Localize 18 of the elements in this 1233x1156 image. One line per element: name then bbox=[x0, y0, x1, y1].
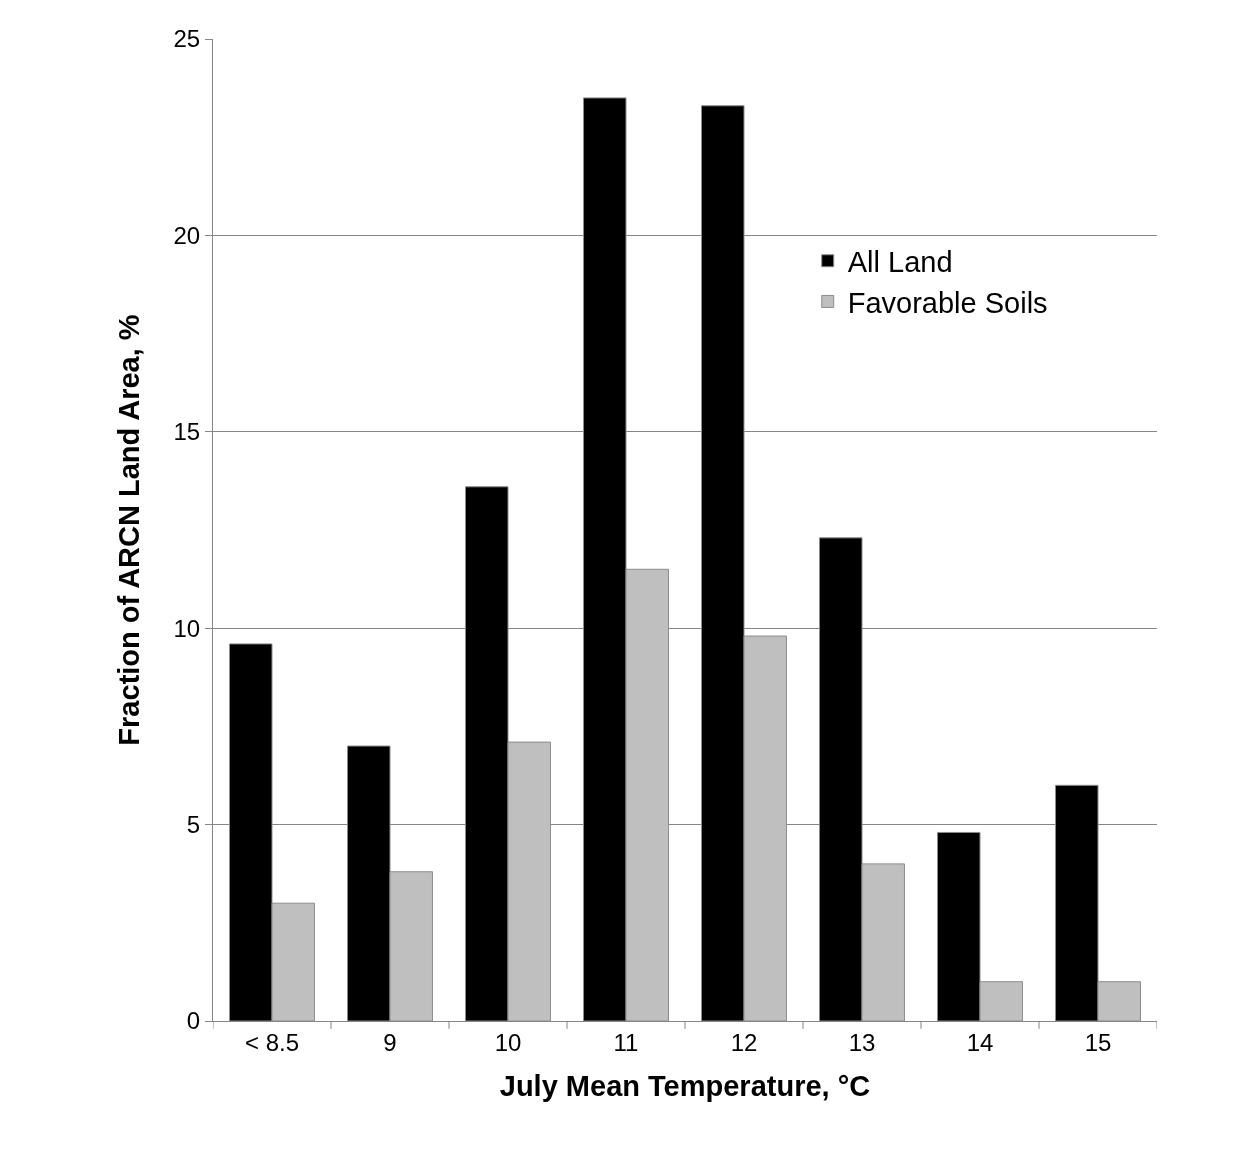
y-tick-label: 25 bbox=[173, 25, 201, 53]
x-tick-label: 12 bbox=[730, 1028, 758, 1056]
x-tick-label: 15 bbox=[1084, 1028, 1112, 1056]
x-tick-label: 10 bbox=[494, 1028, 522, 1056]
x-tick-label: 13 bbox=[848, 1028, 876, 1056]
x-tick-label: 14 bbox=[966, 1028, 994, 1056]
y-axis-title: Fraction of ARCN Land Area, % bbox=[112, 314, 145, 746]
legend-label: All Land bbox=[847, 246, 953, 279]
legend-label: Favorable Soils bbox=[847, 286, 1048, 319]
y-tick-label: 5 bbox=[186, 811, 201, 838]
y-tick-label: 15 bbox=[173, 418, 201, 446]
x-tick-label: 11 bbox=[613, 1028, 639, 1056]
y-tick-label: 20 bbox=[173, 221, 201, 249]
x-axis-title: July Mean Temperature, °C bbox=[499, 1069, 871, 1102]
y-tick-label: 0 bbox=[186, 1007, 201, 1035]
x-tick-label: < 8.5 bbox=[244, 1028, 300, 1056]
y-tick-label: 10 bbox=[173, 614, 201, 642]
x-tick-label: 9 bbox=[383, 1028, 397, 1056]
